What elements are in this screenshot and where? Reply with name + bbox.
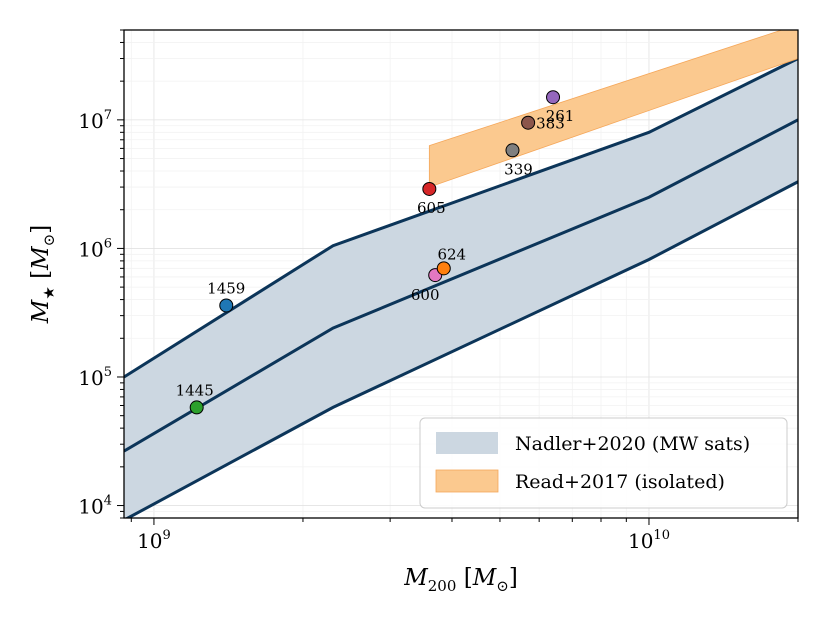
point-383 <box>521 115 536 130</box>
nadler-lower-line <box>124 180 798 518</box>
read-band <box>428 30 798 188</box>
y-tick-label: 104 <box>78 494 112 519</box>
point-label-600: 600 <box>411 286 440 304</box>
point-label-1445: 1445 <box>176 381 214 399</box>
point-624 <box>436 261 451 276</box>
point-label-624: 624 <box>437 245 466 263</box>
point-label-1459: 1459 <box>207 279 245 297</box>
point-label-383: 383 <box>536 115 565 133</box>
point-605 <box>422 181 437 196</box>
point-label-339: 339 <box>504 160 533 178</box>
y-axis-title: M★ [M⊙] <box>28 225 58 324</box>
x-tick-label: 109 <box>137 528 171 553</box>
point-339 <box>505 143 520 158</box>
point-261 <box>546 90 561 105</box>
x-tick-label: 1010 <box>628 528 670 553</box>
y-tick-label: 105 <box>78 365 112 390</box>
legend: Nadler+2020 (MW sats) Read+2017 (isolate… <box>419 417 788 509</box>
legend-label-read: Read+2017 (isolated) <box>515 471 725 493</box>
nadler-band <box>124 58 798 518</box>
legend-label-nadler: Nadler+2020 (MW sats) <box>515 433 750 455</box>
legend-swatch-read <box>435 469 499 493</box>
point-1445 <box>189 400 204 415</box>
point-label-261: 261 <box>546 107 575 125</box>
plot-frame <box>123 29 799 519</box>
ticks <box>117 29 799 525</box>
tick-labels: 109 1010 104 105 106 107 <box>78 108 670 553</box>
point-1459 <box>219 298 234 313</box>
nadler-median-line <box>124 118 798 453</box>
legend-swatch-nadler <box>436 432 498 454</box>
x-axis-title: M200 [M⊙] <box>403 565 518 595</box>
y-tick-label: 106 <box>78 236 112 261</box>
legend-box <box>419 417 788 509</box>
y-tick-label: 107 <box>78 108 112 133</box>
point-label-605: 605 <box>417 199 446 217</box>
